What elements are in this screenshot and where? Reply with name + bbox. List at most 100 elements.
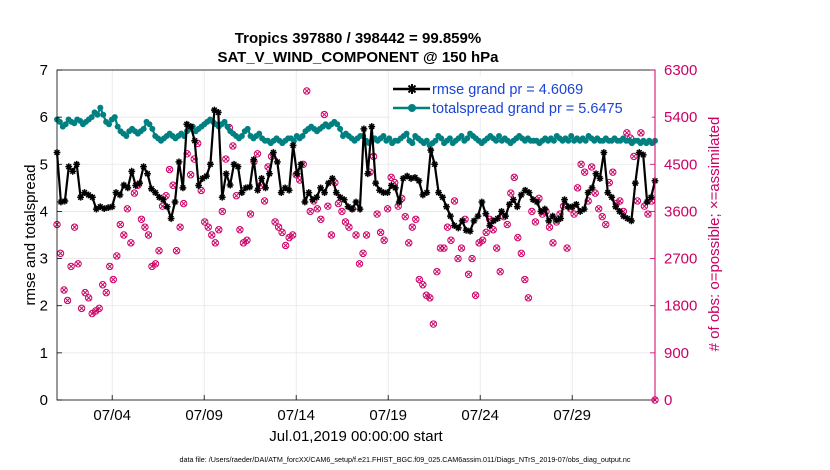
rmse-point	[336, 193, 344, 201]
obs-assimilated-point	[335, 200, 342, 207]
rmse-point	[140, 163, 147, 171]
rmse-point	[281, 184, 289, 192]
obs-possible-point	[67, 262, 75, 271]
obs-assimilated-point	[180, 200, 187, 207]
obs-assimilated-point	[427, 295, 433, 301]
obs-possible-point	[320, 110, 329, 119]
obs-assimilated-point	[458, 245, 465, 251]
rmse-point	[482, 210, 490, 218]
obs-possible-point	[524, 294, 533, 302]
obs-possible-point	[464, 270, 473, 278]
obs-possible-point	[63, 296, 72, 305]
rmse-point	[411, 174, 419, 181]
y-tick-label: 2	[40, 298, 48, 315]
obs-possible-point	[60, 286, 68, 294]
obs-possible-point	[630, 152, 638, 161]
obs-assimilated-point	[177, 224, 183, 230]
y2-axis-ticks: 0 900 1800 2700 3600 4500 5400 6300	[650, 62, 697, 409]
obs-assimilated-point	[159, 203, 166, 209]
rmse-point	[419, 191, 427, 199]
obs-assimilated-point	[75, 261, 81, 267]
obs-possible-point	[580, 168, 589, 176]
rmse-point	[112, 189, 120, 196]
obs-assimilated-point	[152, 261, 159, 267]
obs-possible-point	[387, 173, 395, 182]
y2-tick-label: 3600	[664, 203, 697, 220]
rmse-point	[517, 191, 525, 199]
rmse-point	[321, 189, 328, 196]
obs-possible-point	[362, 231, 371, 239]
obs-possible-point	[201, 218, 209, 226]
rmse-point	[313, 193, 321, 201]
rmse-point	[163, 203, 171, 211]
rmse-point	[447, 212, 454, 220]
rmse-point	[340, 196, 348, 204]
rmse-point	[136, 179, 144, 187]
rmse-point	[230, 160, 238, 168]
obs-possible-point	[457, 244, 466, 252]
obs-possible-point	[521, 275, 529, 284]
obs-possible-point	[493, 244, 501, 252]
obs-assimilated-point	[307, 208, 314, 215]
obs-possible-point	[419, 281, 427, 289]
y-axis-label: rmse and totalspread	[22, 165, 39, 306]
obs-assimilated-point	[254, 151, 261, 157]
obs-possible-point	[141, 223, 149, 231]
obs-assimilated-point	[504, 221, 511, 228]
rmse-point	[65, 163, 73, 171]
obs-assimilated-point	[388, 174, 394, 181]
rmse-point	[620, 212, 627, 220]
totalspread-point	[565, 137, 572, 144]
obs-assimilated-point	[318, 216, 324, 223]
obs-possible-point	[345, 223, 353, 231]
obs-assimilated-point	[546, 224, 553, 230]
rmse-point	[332, 189, 340, 196]
obs-possible-point	[281, 241, 290, 250]
rmse-point	[643, 198, 651, 206]
chart-title: Tropics 397880 / 398442 = 99.859%	[235, 30, 481, 47]
rmse-point	[92, 205, 100, 213]
obs-possible-point	[503, 220, 511, 229]
obs-assimilated-point	[128, 240, 134, 246]
totalspread-point	[56, 118, 63, 125]
y2-tick-label: 2700	[664, 251, 697, 268]
x-tick-label: 07/24	[461, 407, 499, 424]
obs-assimilated-point	[448, 237, 454, 243]
rmse-point	[207, 160, 214, 168]
rmse-point	[592, 170, 600, 178]
obs-possible-point	[496, 267, 504, 276]
totalspread-point	[123, 133, 130, 139]
obs-assimilated-point	[187, 172, 194, 178]
totalspread-point	[221, 118, 228, 125]
rmse-point	[600, 149, 608, 156]
obs-assimilated-point	[588, 164, 595, 170]
rmse-point	[234, 163, 242, 171]
obs-possible-point	[95, 304, 103, 313]
obs-possible-point	[77, 304, 86, 313]
obs-assimilated-point	[444, 224, 451, 230]
obs-assimilated-point	[571, 211, 577, 217]
rmse-point	[576, 208, 584, 215]
obs-possible-point	[70, 223, 79, 231]
obs-assimilated-point	[564, 245, 570, 251]
x-tick-label: 07/14	[277, 407, 315, 424]
rmse-point	[608, 193, 616, 201]
obs-possible-point	[352, 231, 360, 239]
totalspread-point	[423, 137, 430, 144]
obs-assimilated-point	[279, 229, 285, 236]
rmse-point	[474, 212, 482, 220]
obs-possible-point	[243, 236, 251, 244]
obs-possible-point	[637, 129, 645, 137]
y-tick-label: 1	[40, 345, 48, 362]
obs-possible-point	[130, 189, 139, 197]
obs-assimilated-point	[216, 227, 222, 233]
rmse-point	[183, 120, 191, 128]
obs-possible-point	[120, 231, 128, 239]
obs-assimilated-point	[581, 169, 588, 175]
obs-possible-point	[274, 223, 283, 231]
rmse-point	[372, 179, 380, 187]
rmse-point	[584, 189, 592, 196]
rmse-point	[513, 203, 521, 211]
obs-possible-markers	[53, 87, 659, 404]
rmse-point	[395, 198, 403, 206]
